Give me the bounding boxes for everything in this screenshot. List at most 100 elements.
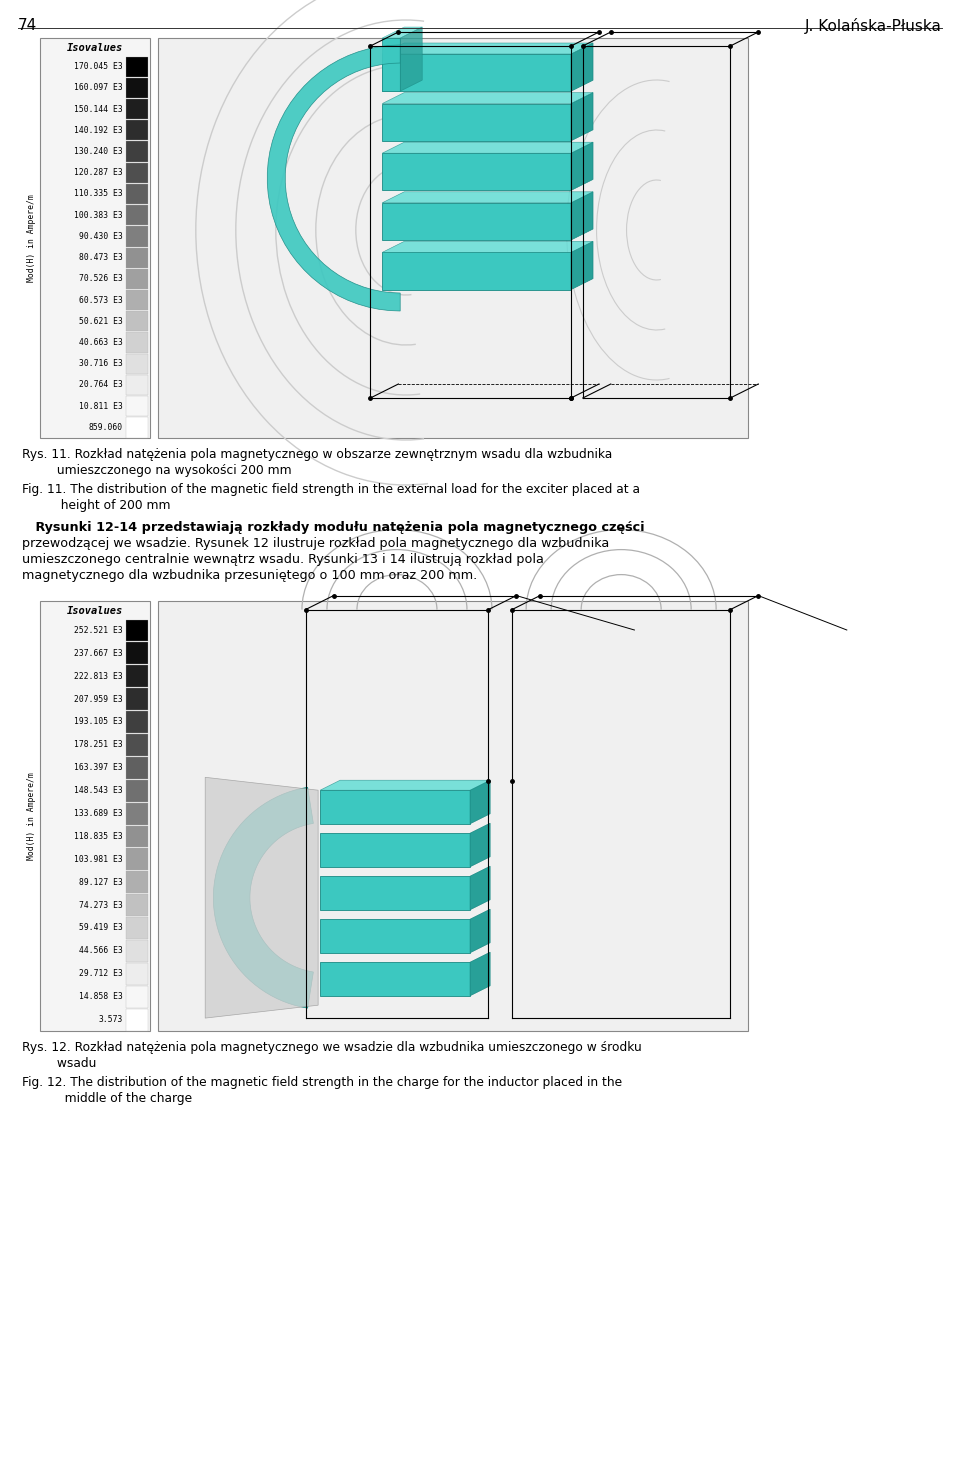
Text: wsadu: wsadu — [22, 1057, 96, 1070]
Bar — [126, 56, 148, 77]
Text: Mod(H) in Ampere/m: Mod(H) in Ampere/m — [27, 194, 36, 281]
Polygon shape — [470, 909, 491, 953]
Bar — [126, 354, 148, 374]
Bar — [126, 417, 148, 438]
Bar — [126, 397, 148, 416]
Text: 60.573 E3: 60.573 E3 — [79, 296, 123, 305]
Bar — [126, 163, 148, 184]
Bar — [126, 666, 148, 687]
Bar — [320, 790, 470, 824]
Text: 44.566 E3: 44.566 E3 — [79, 946, 123, 956]
Bar — [40, 38, 150, 438]
Text: 130.240 E3: 130.240 E3 — [74, 147, 123, 155]
Polygon shape — [382, 142, 593, 154]
Bar — [126, 333, 148, 352]
Bar — [320, 833, 470, 867]
Text: 120.287 E3: 120.287 E3 — [74, 169, 123, 178]
Bar — [126, 780, 148, 802]
Bar — [320, 962, 470, 996]
Text: 40.663 E3: 40.663 E3 — [79, 337, 123, 346]
Text: 103.981 E3: 103.981 E3 — [74, 855, 123, 864]
Text: 74: 74 — [18, 18, 37, 33]
Text: 237.667 E3: 237.667 E3 — [74, 648, 123, 657]
Polygon shape — [205, 777, 318, 1018]
Text: umieszczonego na wysokości 200 mm: umieszczonego na wysokości 200 mm — [22, 465, 292, 477]
Text: 170.045 E3: 170.045 E3 — [74, 62, 123, 71]
Polygon shape — [382, 93, 593, 104]
Bar — [126, 894, 148, 916]
Bar — [126, 918, 148, 938]
Polygon shape — [571, 43, 593, 92]
Text: 150.144 E3: 150.144 E3 — [74, 105, 123, 114]
Bar — [382, 253, 571, 290]
Text: 163.397 E3: 163.397 E3 — [74, 764, 123, 773]
Polygon shape — [571, 241, 593, 290]
Bar — [126, 99, 148, 120]
Bar — [126, 642, 148, 665]
Text: Mod(H) in Ampere/m: Mod(H) in Ampere/m — [27, 773, 36, 860]
Bar — [126, 872, 148, 892]
Text: 50.621 E3: 50.621 E3 — [79, 317, 123, 326]
Polygon shape — [571, 192, 593, 240]
Bar — [126, 802, 148, 824]
Bar — [126, 290, 148, 311]
Bar — [126, 620, 148, 641]
Text: Fig. 11. The distribution of the magnetic field strength in the external load fo: Fig. 11. The distribution of the magneti… — [22, 482, 640, 496]
Text: 252.521 E3: 252.521 E3 — [74, 626, 123, 635]
Bar — [126, 184, 148, 204]
Bar — [126, 247, 148, 268]
Text: 160.097 E3: 160.097 E3 — [74, 83, 123, 92]
Bar — [126, 374, 148, 395]
Bar — [382, 38, 400, 92]
Text: 3.573: 3.573 — [99, 1015, 123, 1024]
Bar — [126, 311, 148, 332]
Text: 133.689 E3: 133.689 E3 — [74, 810, 123, 818]
Text: 30.716 E3: 30.716 E3 — [79, 360, 123, 369]
Bar — [320, 876, 470, 910]
Text: 89.127 E3: 89.127 E3 — [79, 878, 123, 887]
Bar — [126, 710, 148, 733]
Text: 859.060: 859.060 — [89, 423, 123, 432]
Text: przewodzącej we wsadzie. Rysunek 12 ilustruje rozkład pola magnetycznego dla wzb: przewodzącej we wsadzie. Rysunek 12 ilus… — [22, 537, 610, 551]
Bar — [126, 120, 148, 141]
Text: 118.835 E3: 118.835 E3 — [74, 832, 123, 841]
Text: 74.273 E3: 74.273 E3 — [79, 901, 123, 910]
Text: 148.543 E3: 148.543 E3 — [74, 786, 123, 795]
Bar — [126, 206, 148, 225]
Bar — [40, 601, 150, 1032]
Bar — [126, 756, 148, 778]
Bar — [126, 78, 148, 98]
Text: umieszczonego centralnie wewnątrz wsadu. Rysunki 13 i 14 ilustrują rozkład pola: umieszczonego centralnie wewnątrz wsadu.… — [22, 554, 544, 565]
Polygon shape — [571, 93, 593, 141]
Bar — [126, 940, 148, 962]
Polygon shape — [470, 823, 491, 867]
Text: Rysunki 12-14 przedstawiają rozkłady modułu natężenia pola magnetycznego części: Rysunki 12-14 przedstawiają rozkłady mod… — [22, 521, 644, 534]
Text: 140.192 E3: 140.192 E3 — [74, 126, 123, 135]
Bar — [126, 963, 148, 984]
Polygon shape — [382, 241, 593, 253]
Bar — [126, 269, 148, 289]
Text: height of 200 mm: height of 200 mm — [22, 499, 171, 512]
Text: 29.712 E3: 29.712 E3 — [79, 969, 123, 978]
Polygon shape — [400, 27, 422, 92]
Text: J. Kolańska-Płuska: J. Kolańska-Płuska — [805, 18, 942, 34]
Text: 90.430 E3: 90.430 E3 — [79, 232, 123, 241]
Text: Isovalues: Isovalues — [67, 605, 123, 616]
Bar — [126, 734, 148, 756]
Bar — [158, 601, 748, 1032]
Polygon shape — [267, 44, 400, 311]
Text: 222.813 E3: 222.813 E3 — [74, 672, 123, 681]
Text: Fig. 12. The distribution of the magnetic field strength in the charge for the i: Fig. 12. The distribution of the magneti… — [22, 1076, 622, 1089]
Bar — [320, 919, 470, 953]
Polygon shape — [470, 866, 491, 910]
Bar — [126, 848, 148, 870]
Bar — [126, 226, 148, 247]
Text: 80.473 E3: 80.473 E3 — [79, 253, 123, 262]
Text: 14.858 E3: 14.858 E3 — [79, 992, 123, 1000]
Bar — [382, 104, 571, 141]
Text: 59.419 E3: 59.419 E3 — [79, 924, 123, 932]
Polygon shape — [213, 787, 313, 1008]
Text: 178.251 E3: 178.251 E3 — [74, 740, 123, 749]
Text: 110.335 E3: 110.335 E3 — [74, 189, 123, 198]
Text: Isovalues: Isovalues — [67, 43, 123, 53]
